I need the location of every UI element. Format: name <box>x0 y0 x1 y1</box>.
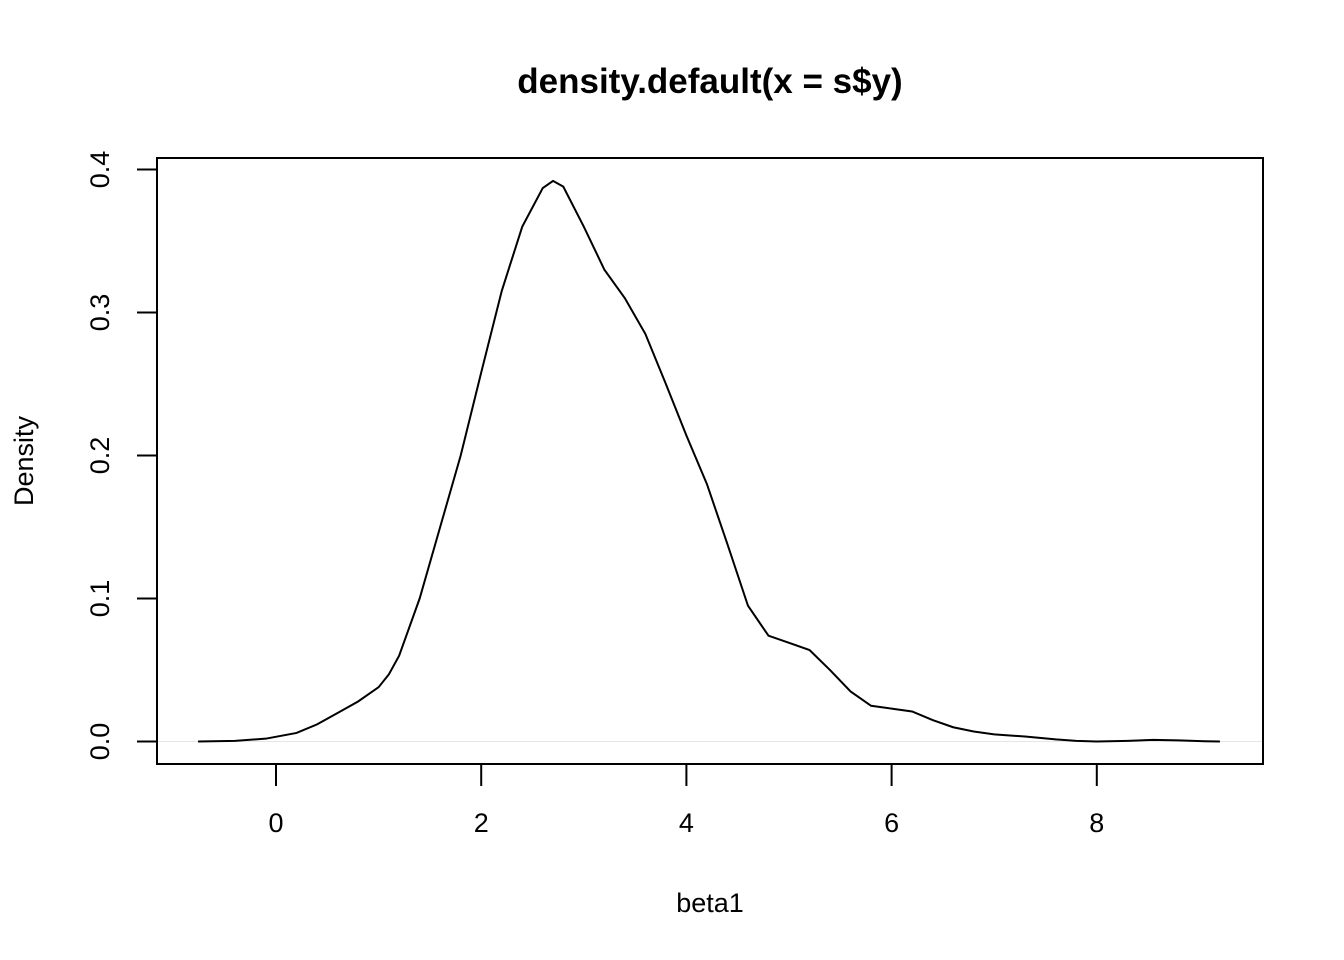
x-axis-label: beta1 <box>676 888 744 918</box>
y-tick-label: 0.2 <box>85 437 115 475</box>
x-axis: 0 2 4 6 8 <box>268 763 1104 838</box>
y-tick-label: 0.4 <box>85 151 115 189</box>
y-tick-label: 0.1 <box>85 580 115 618</box>
density-curve <box>198 179 1220 743</box>
x-tick-label: 0 <box>268 808 283 838</box>
plot-frame <box>156 157 1264 765</box>
y-axis: 0.0 0.1 0.2 0.3 0.4 <box>85 151 158 761</box>
x-tick-label: 2 <box>474 808 489 838</box>
x-tick-label: 8 <box>1089 808 1104 838</box>
y-axis-label: Density <box>9 415 39 506</box>
y-tick-label: 0.3 <box>85 294 115 332</box>
x-tick-label: 4 <box>679 808 694 838</box>
y-tick-label: 0.0 <box>85 723 115 761</box>
chart-title: density.default(x = s$y) <box>517 62 902 101</box>
x-tick-label: 6 <box>884 808 899 838</box>
